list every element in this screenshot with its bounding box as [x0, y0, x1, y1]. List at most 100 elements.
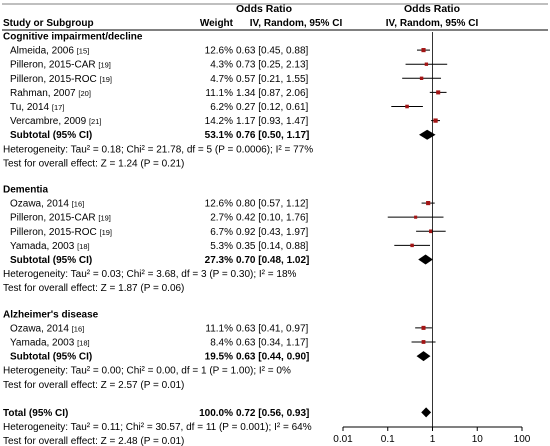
study-weight: 12.6%	[205, 199, 233, 210]
study-reference: [18]	[77, 338, 90, 347]
study-weight: 12.6%	[205, 46, 233, 57]
study-name: Ozawa, 2014 [16]	[10, 199, 84, 210]
point-estimate	[424, 62, 429, 66]
point-estimate	[426, 201, 431, 206]
total-label: Total (95% CI)	[3, 408, 68, 419]
point-estimate	[421, 325, 426, 330]
study-ci: 0.27 [0.12, 0.61]	[236, 102, 309, 113]
group-title: Cognitive impairment/decline	[3, 32, 143, 43]
study-reference: [20]	[78, 89, 91, 98]
overall-effect-text: Test for overall effect: Z = 1.87 (P = 0…	[3, 283, 184, 294]
heterogeneity-text: Heterogeneity: Tau² = 0.18; Chi² = 21.78…	[3, 144, 313, 155]
subtotal-weight: 53.1%	[205, 130, 233, 141]
study-weight: 11.1%	[205, 323, 233, 334]
study-weight: 8.4%	[210, 337, 233, 348]
study-ci: 0.63 [0.45, 0.88]	[236, 46, 309, 57]
x-axis-tick-label: 1	[430, 434, 436, 445]
study-reference: [21]	[89, 117, 102, 126]
study-ci: 0.73 [0.25, 2.13]	[236, 60, 309, 71]
subtotal-weight: 19.5%	[205, 352, 233, 363]
study-weight: 11.1%	[205, 88, 233, 99]
study-reference: [19]	[99, 228, 112, 237]
point-estimate	[419, 76, 424, 80]
subtotal-diamond	[418, 254, 433, 265]
study-name: Pilleron, 2015-ROC [19]	[10, 227, 112, 238]
subtotal-label: Subtotal (95% CI)	[10, 130, 92, 141]
overall-effect-text: Test for overall effect: Z = 1.24 (P = 0…	[3, 158, 184, 169]
point-estimate	[436, 90, 441, 95]
study-ci: 1.34 [0.87, 2.06]	[236, 88, 309, 99]
study-name: Almeida, 2006 [15]	[10, 46, 89, 57]
study-weight: 4.7%	[210, 74, 233, 85]
study-weight: 6.2%	[210, 102, 233, 113]
subtotal-label: Subtotal (95% CI)	[10, 255, 92, 266]
study-reference: [15]	[77, 47, 90, 56]
or-column-title: Odds Ratio	[236, 3, 292, 15]
study-reference: [17]	[52, 103, 65, 112]
x-axis-tick-label: 10	[472, 434, 484, 445]
plot-title: Odds Ratio	[404, 3, 460, 15]
heterogeneity-text: Heterogeneity: Tau² = 0.03; Chi² = 3.68,…	[3, 269, 297, 280]
subtotal-ci: 0.76 [0.50, 1.17]	[236, 130, 309, 141]
study-reference: [19]	[99, 75, 112, 84]
subtotal-ci: 0.63 [0.44, 0.90]	[236, 352, 309, 363]
x-axis-tick-label: 0.01	[333, 434, 353, 445]
subtotal-ci: 0.70 [0.48, 1.02]	[236, 255, 309, 266]
study-name: Pilleron, 2015-ROC [19]	[10, 74, 112, 85]
point-estimate	[414, 215, 418, 219]
subtotal-weight: 27.3%	[205, 255, 233, 266]
total-diamond	[421, 407, 432, 418]
study-ci: 0.35 [0.14, 0.88]	[236, 241, 309, 252]
x-axis: 0.01 0.1 1 10 100	[333, 426, 531, 445]
plot-marks	[387, 32, 448, 427]
point-estimate	[421, 340, 426, 344]
total-ci: 0.72 [0.56, 0.93]	[236, 408, 309, 419]
point-estimate	[405, 104, 409, 109]
overall-effect-text: Test for overall effect: Z = 2.57 (P = 0…	[3, 380, 184, 391]
x-axis-tick-label: 0.1	[381, 434, 395, 445]
total-weight: 100.0%	[199, 408, 233, 419]
study-name: Pilleron, 2015-CAR [19]	[10, 213, 111, 224]
x-axis-tick-label: 100	[514, 434, 531, 445]
study-name: Pilleron, 2015-CAR [19]	[10, 60, 111, 71]
study-weight: 6.7%	[210, 227, 233, 238]
study-weight: 5.3%	[210, 241, 233, 252]
study-ci: 0.42 [0.10, 1.76]	[236, 213, 309, 224]
study-reference: [19]	[98, 61, 111, 70]
group-title: Dementia	[3, 184, 48, 195]
study-name: Yamada, 2003 [18]	[10, 241, 90, 252]
plot-subheader: IV, Random, 95% CI	[386, 18, 479, 29]
subtotal-label: Subtotal (95% CI)	[10, 352, 92, 363]
study-weight: 2.7%	[210, 213, 233, 224]
study-ci: 1.17 [0.93, 1.47]	[236, 116, 309, 127]
study-name: Rahman, 2007 [20]	[10, 88, 91, 99]
weight-column-header: Weight	[200, 18, 234, 29]
table-rows: Cognitive impairment/decline Almeida, 200…	[3, 32, 313, 446]
study-ci: 0.63 [0.34, 1.17]	[236, 337, 309, 348]
point-estimate	[421, 48, 426, 53]
study-reference: [16]	[72, 200, 85, 209]
subtotal-diamond	[416, 351, 431, 362]
study-weight: 4.3%	[210, 60, 233, 71]
study-name: Tu, 2014 [17]	[10, 102, 64, 113]
study-name: Vercambre, 2009 [21]	[10, 116, 101, 127]
subtotal-diamond	[419, 129, 436, 140]
point-estimate	[433, 118, 438, 123]
point-estimate	[429, 229, 433, 234]
study-weight: 14.2%	[205, 116, 233, 127]
study-ci: 0.57 [0.21, 1.55]	[236, 74, 309, 85]
study-name: Yamada, 2003 [18]	[10, 337, 90, 348]
total-overall-effect-text: Test for overall effect: Z = 2.48 (P = 0…	[3, 436, 184, 446]
study-ci: 0.92 [0.43, 1.97]	[236, 227, 309, 238]
study-ci: 0.80 [0.57, 1.12]	[236, 199, 309, 210]
heterogeneity-text: Heterogeneity: Tau² = 0.00; Chi² = 0.00,…	[3, 366, 291, 377]
study-reference: [19]	[98, 214, 111, 223]
study-reference: [16]	[72, 324, 85, 333]
point-estimate	[410, 243, 414, 248]
total-heterogeneity-text: Heterogeneity: Tau² = 0.11; Chi² = 30.57…	[3, 422, 312, 433]
study-name: Ozawa, 2014 [16]	[10, 323, 84, 334]
study-reference: [18]	[77, 242, 90, 251]
study-ci: 0.63 [0.41, 0.97]	[236, 323, 309, 334]
study-column-header: Study or Subgroup	[3, 18, 94, 29]
